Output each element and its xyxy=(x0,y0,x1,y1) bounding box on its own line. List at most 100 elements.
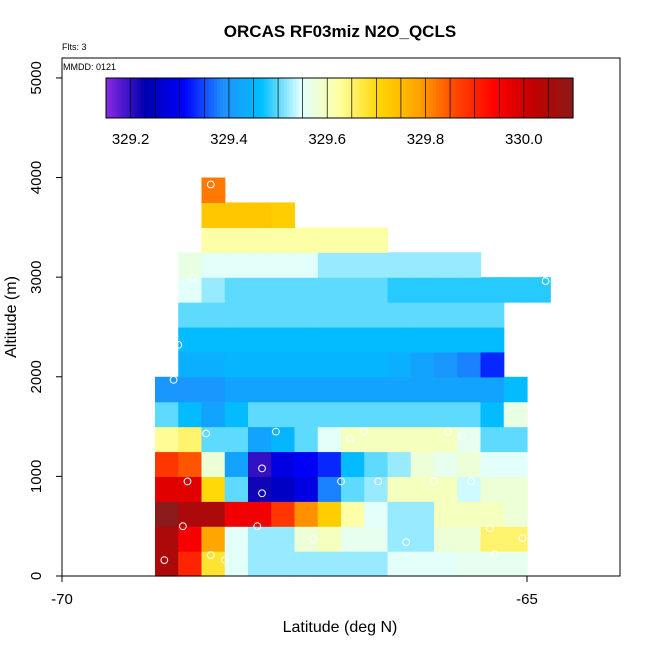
heatmap-cell xyxy=(201,501,226,527)
colorbar-segment xyxy=(330,78,335,118)
heatmap-cell xyxy=(178,326,203,353)
colorbar-segment xyxy=(540,78,545,118)
heatmap-cell xyxy=(248,252,272,278)
heatmap-cell xyxy=(364,227,389,253)
heatmap-cell xyxy=(178,551,203,577)
heatmap-cell xyxy=(224,326,249,353)
heatmap-cell xyxy=(364,551,389,577)
colorbar-segment xyxy=(462,78,466,118)
colorbar-segment xyxy=(488,78,492,118)
flight-sample-point xyxy=(402,538,411,546)
colorbar-segment xyxy=(167,78,171,118)
heatmap-cell xyxy=(248,302,272,328)
colorbar-segment xyxy=(432,78,437,118)
heatmap-cell xyxy=(434,426,458,453)
heatmap-cell xyxy=(457,526,482,552)
colorbar-segment xyxy=(310,78,314,118)
colorbar-segment xyxy=(205,78,209,118)
colorbar-segment xyxy=(543,78,548,118)
colorbar-segment xyxy=(260,78,265,118)
heatmap-cell xyxy=(201,526,226,552)
heatmap-cell xyxy=(434,476,458,502)
heatmap-cell xyxy=(457,351,482,378)
heatmap-cell xyxy=(457,401,482,428)
colorbar-segment xyxy=(365,78,370,118)
heatmap-cell xyxy=(387,351,412,378)
heatmap-cell xyxy=(410,426,435,453)
colorbar-segment xyxy=(190,78,195,118)
heatmap-cell xyxy=(364,476,389,502)
heatmap-cell xyxy=(294,302,319,328)
colorbar-segment xyxy=(333,78,338,118)
heatmap-cell xyxy=(317,227,342,253)
heatmap-cell xyxy=(271,376,296,403)
heatmap-cell xyxy=(480,501,505,527)
colorbar-segment xyxy=(193,78,198,118)
colorbar-segment xyxy=(418,78,422,118)
heatmap-cell xyxy=(248,401,272,428)
heatmap-cell xyxy=(434,326,458,353)
flight-sample-point xyxy=(169,375,178,384)
colorbar-segment xyxy=(228,78,233,118)
x-tick-label: -65 xyxy=(516,591,538,608)
heatmap-cell xyxy=(317,476,342,502)
heatmap-cell xyxy=(271,401,296,428)
heatmap-cell xyxy=(387,326,412,353)
colorbar-segment xyxy=(123,78,128,118)
colorbar-segment xyxy=(292,78,297,118)
flight-sample-point xyxy=(346,434,355,443)
heatmap-cell xyxy=(410,326,435,353)
heatmap-cell xyxy=(341,376,365,403)
heatmap-cell xyxy=(271,526,296,552)
x-axis: -70 -65 xyxy=(51,576,538,608)
heatmap-cell xyxy=(341,326,365,353)
chart-title: ORCAS RF03miz N2O_QCLS xyxy=(224,22,456,41)
heatmap-cell xyxy=(155,401,179,428)
colorbar-segment xyxy=(257,78,262,118)
heatmap-cell xyxy=(224,501,249,527)
heatmap-cell xyxy=(480,351,505,378)
heatmap-cell xyxy=(457,302,482,328)
heatmap-cell xyxy=(155,376,179,403)
heatmap-cell xyxy=(248,526,272,552)
flight-sample-point xyxy=(206,180,215,189)
heatmap-cell xyxy=(341,551,365,577)
colorbar-segment xyxy=(213,78,218,118)
heatmap-cell xyxy=(224,277,249,303)
heatmap-cell xyxy=(178,252,203,278)
heatmap-cell xyxy=(480,376,505,403)
heatmap-cell xyxy=(248,351,272,378)
heatmap-cell xyxy=(178,302,203,328)
colorbar-segment xyxy=(456,78,460,118)
colorbar-segment xyxy=(254,78,259,118)
heatmap-cell xyxy=(271,476,296,502)
colorbar-segment xyxy=(567,78,571,118)
y-tick-label: 5000 xyxy=(28,61,45,94)
heatmap-cell xyxy=(480,401,505,428)
colorbar-segment xyxy=(549,78,554,118)
colorbar-segment xyxy=(465,78,469,118)
colorbar-segment xyxy=(537,78,542,118)
colorbar-segment xyxy=(170,78,174,118)
colorbar-segment xyxy=(301,78,306,118)
heatmap-cell xyxy=(341,227,365,253)
heatmap-cell xyxy=(294,326,319,353)
heatmap-cell xyxy=(294,426,319,453)
flight-sample-point xyxy=(360,427,369,436)
heatmap-cell xyxy=(201,551,226,577)
heatmap-cell xyxy=(317,551,342,577)
heatmap-cell xyxy=(201,202,226,228)
heatmap-cell xyxy=(224,476,249,502)
flight-sample-point xyxy=(272,427,280,436)
heatmap-cell xyxy=(294,551,319,577)
heatmap-cell xyxy=(341,277,365,303)
colorbar-segment xyxy=(508,78,513,118)
colorbar-segment xyxy=(199,78,203,118)
colorbar-segment xyxy=(263,78,268,118)
colorbar-segment xyxy=(438,78,443,118)
heatmap-cell xyxy=(503,551,528,577)
heatmap-cell xyxy=(248,551,272,577)
heatmap-cell xyxy=(294,376,319,403)
heatmap-cell xyxy=(457,326,482,353)
heatmap-cell xyxy=(387,451,412,477)
